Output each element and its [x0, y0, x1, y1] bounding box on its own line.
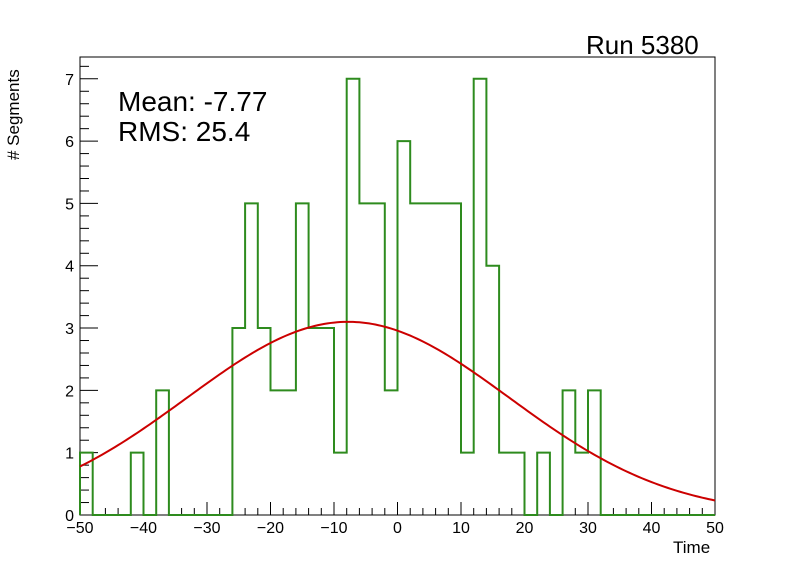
y-tick-label: 1: [65, 446, 74, 463]
x-tick-label: −20: [257, 520, 284, 537]
x-tick-label: 30: [579, 520, 597, 537]
x-tick-label: 40: [643, 520, 661, 537]
x-tick-label: 50: [706, 520, 724, 537]
x-tick-label: 0: [393, 520, 402, 537]
y-tick-label: 0: [65, 508, 74, 525]
gaussian-fit-curve: [79, 320, 716, 502]
chart-title: Run 5380: [586, 30, 699, 60]
x-tick-label: −30: [193, 520, 220, 537]
y-axis-label: # Segments: [4, 69, 23, 160]
y-tick-label: 3: [65, 321, 74, 338]
x-tick-label: −10: [320, 520, 347, 537]
stats-rms: RMS: 25.4: [118, 116, 251, 147]
x-tick-label: −50: [66, 520, 93, 537]
x-tick-label: 20: [516, 520, 534, 537]
x-tick-label: −40: [130, 520, 157, 537]
x-tick-label: 10: [452, 520, 470, 537]
stats-mean: Mean: -7.77: [118, 86, 268, 117]
y-tick-label: 4: [65, 259, 74, 276]
x-axis-label: Time: [673, 538, 711, 557]
axis-tick-labels: −50 −40 −30 −20 −10 0 10 20 30 40 50 0 1 2 3 4 5 6 7: [65, 72, 724, 537]
y-tick-label: 2: [65, 383, 74, 400]
y-tick-label: 6: [65, 134, 74, 151]
y-tick-label: 7: [65, 72, 74, 89]
y-tick-label: 5: [65, 196, 74, 213]
